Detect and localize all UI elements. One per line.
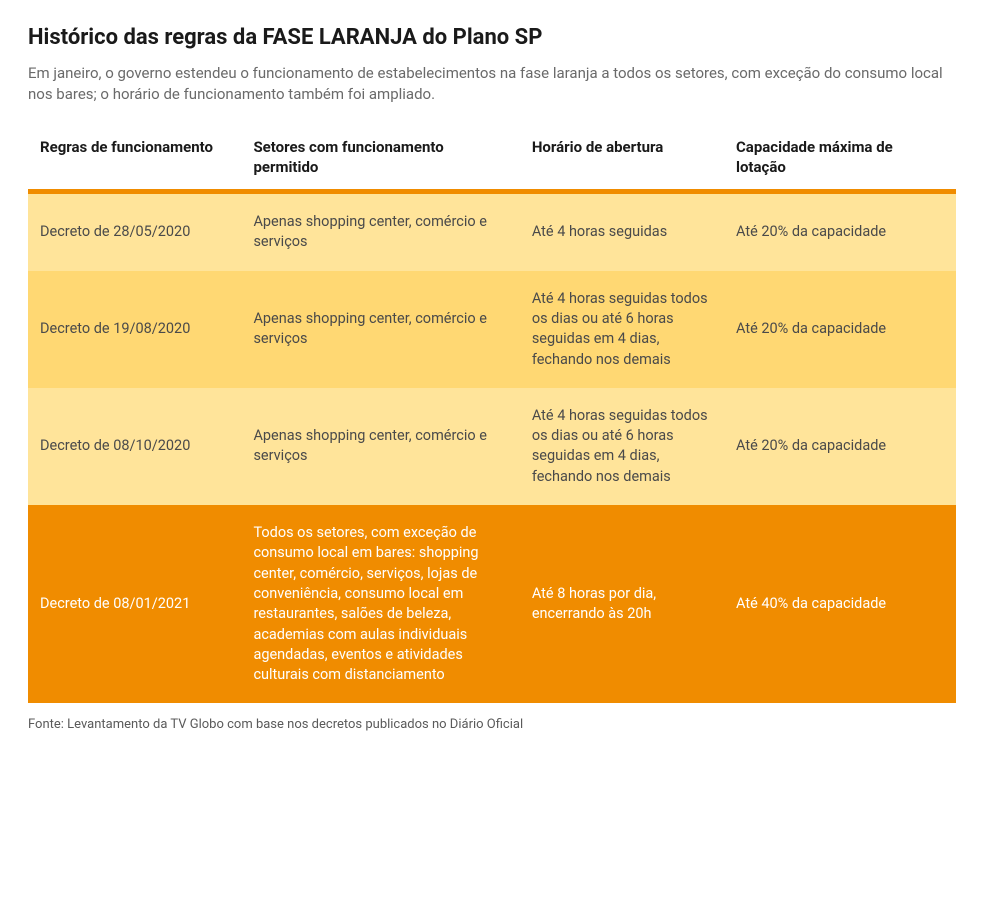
col-header-capacity: Capacidade máxima de lotação	[724, 128, 956, 189]
table-cell: Decreto de 08/01/2021	[28, 505, 241, 703]
table-cell: Apenas shopping center, comércio e servi…	[241, 388, 519, 505]
page-title: Histórico das regras da FASE LARANJA do …	[28, 24, 956, 53]
table-cell: Decreto de 28/05/2020	[28, 194, 241, 271]
table-row: Decreto de 19/08/2020Apenas shopping cen…	[28, 271, 956, 388]
table-cell: Até 20% da capacidade	[724, 271, 956, 388]
table-cell: Até 4 horas seguidas todos os dias ou at…	[520, 271, 724, 388]
rules-table: Regras de funcionamento Setores com func…	[28, 128, 956, 703]
table-cell: Até 4 horas seguidas	[520, 194, 724, 271]
table-row: Decreto de 08/10/2020Apenas shopping cen…	[28, 388, 956, 505]
table-header-row: Regras de funcionamento Setores com func…	[28, 128, 956, 189]
table-cell: Apenas shopping center, comércio e servi…	[241, 271, 519, 388]
table-cell: Apenas shopping center, comércio e servi…	[241, 194, 519, 271]
table-cell: Até 4 horas seguidas todos os dias ou at…	[520, 388, 724, 505]
table-cell: Decreto de 08/10/2020	[28, 388, 241, 505]
table-row: Decreto de 08/01/2021Todos os setores, c…	[28, 505, 956, 703]
page-subtitle: Em janeiro, o governo estendeu o funcion…	[28, 63, 948, 107]
table-cell: Decreto de 19/08/2020	[28, 271, 241, 388]
source-footer: Fonte: Levantamento da TV Globo com base…	[28, 717, 956, 732]
table-cell: Até 20% da capacidade	[724, 194, 956, 271]
col-header-sectors: Setores com funcionamento permitido	[241, 128, 519, 189]
table-cell: Até 8 horas por dia, encerrando às 20h	[520, 505, 724, 703]
table-row: Decreto de 28/05/2020Apenas shopping cen…	[28, 194, 956, 271]
table-cell: Todos os setores, com exceção de consumo…	[241, 505, 519, 703]
col-header-hours: Horário de abertura	[520, 128, 724, 189]
table-cell: Até 20% da capacidade	[724, 388, 956, 505]
col-header-rules: Regras de funcionamento	[28, 128, 241, 189]
table-cell: Até 40% da capacidade	[724, 505, 956, 703]
